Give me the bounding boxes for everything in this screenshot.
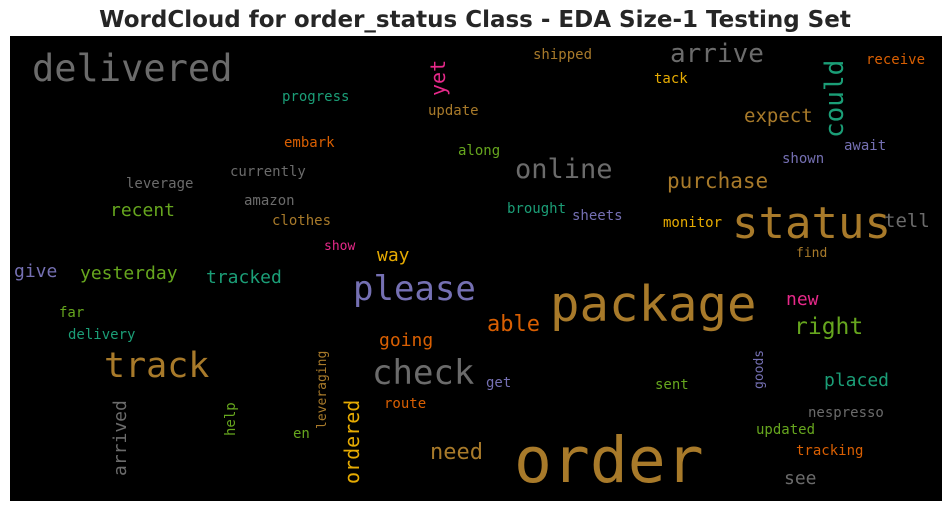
word-arrive: arrive (670, 39, 764, 69)
word-far: far (59, 305, 85, 321)
chart-title: WordCloud for order_status Class - EDA S… (99, 7, 851, 33)
word-tell: tell (884, 210, 930, 232)
word-progress: progress (282, 89, 350, 105)
word-going: going (379, 330, 434, 351)
word-way: way (377, 245, 410, 266)
word-arrived: arrived (110, 400, 131, 476)
word-give: give (14, 261, 58, 282)
word-purchase: purchase (667, 169, 769, 193)
word-shown: shown (782, 151, 825, 167)
word-right: right (794, 314, 864, 340)
word-tack: tack (654, 71, 688, 87)
word-please: please (353, 269, 476, 309)
word-clothes: clothes (272, 213, 332, 229)
word-placed: placed (824, 370, 890, 391)
word-see: see (784, 468, 817, 489)
word-shipped: shipped (533, 47, 593, 63)
word-receive: receive (866, 52, 926, 68)
word-delivered: delivered (32, 47, 233, 90)
word-could: could (820, 59, 850, 138)
word-able: able (487, 312, 540, 337)
word-update: update (428, 103, 479, 119)
word-along: along (458, 143, 501, 159)
word-get: get (486, 375, 512, 391)
word-tracked: tracked (206, 267, 282, 288)
word-goods: goods (752, 349, 767, 389)
word-sent: sent (655, 377, 689, 393)
word-yet: yet (426, 59, 450, 96)
word-leveraging: leveraging (315, 350, 330, 429)
word-track: track (104, 346, 210, 386)
word-online: online (515, 154, 613, 185)
word-need: need (430, 440, 483, 465)
word-ordered: ordered (340, 399, 364, 484)
word-updated: updated (756, 422, 816, 438)
word-delivery: delivery (68, 327, 136, 343)
word-leverage: leverage (126, 176, 194, 192)
word-monitor: monitor (663, 215, 723, 231)
word-find: find (796, 246, 828, 261)
word-cloud: delivered arrive shipped receive tack ye… (10, 36, 942, 501)
word-embark: embark (284, 135, 335, 151)
word-yesterday: yesterday (80, 263, 178, 284)
word-status: status (732, 198, 891, 249)
word-en: en (293, 426, 310, 442)
word-amazon: amazon (244, 193, 295, 209)
word-package: package (550, 276, 757, 333)
word-help: help (223, 402, 239, 436)
word-new: new (786, 289, 819, 310)
word-check: check (372, 353, 475, 393)
word-nespresso: nespresso (808, 405, 884, 421)
word-await: await (844, 138, 887, 154)
word-currently: currently (230, 164, 306, 180)
word-tracking: tracking (796, 443, 864, 459)
word-brought: brought (507, 201, 567, 217)
word-sheets: sheets (572, 208, 623, 224)
word-route: route (384, 396, 427, 412)
word-order: order (514, 424, 704, 497)
word-show: show (324, 239, 356, 254)
word-recent: recent (110, 200, 176, 221)
word-expect: expect (744, 105, 813, 127)
